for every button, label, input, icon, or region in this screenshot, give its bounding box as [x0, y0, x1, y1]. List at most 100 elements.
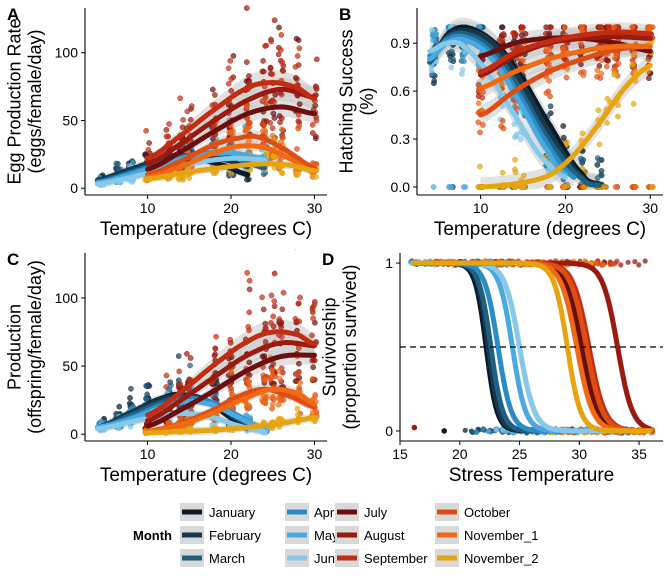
fit-line-june — [95, 411, 267, 434]
data-point — [309, 130, 316, 136]
data-point — [500, 428, 506, 434]
legend-dot — [344, 532, 350, 538]
data-point — [511, 121, 518, 127]
data-point — [611, 55, 618, 62]
legend-item-april: April — [285, 503, 340, 521]
data-point — [175, 353, 182, 359]
data-point — [602, 184, 609, 190]
data-point — [296, 318, 303, 325]
data-point — [188, 103, 195, 109]
legend-dot — [344, 509, 350, 515]
data-point — [546, 24, 553, 31]
data-point — [480, 122, 486, 128]
legend-label: August — [364, 528, 405, 543]
data-point — [276, 316, 283, 322]
data-point — [477, 163, 483, 170]
x-axis-title: Temperature (degrees C) — [100, 219, 312, 240]
data-point — [498, 24, 505, 31]
data-point — [184, 108, 191, 115]
legend-item-may: May — [285, 526, 339, 544]
data-point — [605, 58, 611, 64]
data-point — [278, 115, 285, 122]
data-point — [262, 127, 269, 134]
fit-line-november-2 — [478, 63, 653, 190]
data-point — [295, 37, 302, 43]
data-point — [276, 368, 282, 374]
panel-c: 10 20 30 0 50 100 Temperature (degrees C) Produ… — [4, 249, 327, 486]
data-point — [280, 68, 287, 74]
panel-label: B — [339, 5, 351, 24]
x-tick-label: 30 — [307, 446, 323, 462]
data-point — [517, 136, 524, 143]
y-tick-label: 100 — [55, 45, 79, 61]
data-point — [210, 135, 216, 142]
legend-item-february: February — [180, 526, 262, 544]
data-point — [518, 32, 525, 39]
data-point — [268, 98, 275, 105]
data-point — [578, 41, 584, 47]
data-point — [431, 77, 438, 84]
data-point — [462, 427, 468, 433]
data-point — [601, 262, 607, 268]
legend-dot — [294, 509, 300, 515]
data-point — [280, 289, 287, 296]
data-point — [629, 61, 636, 68]
legend-label: September — [364, 551, 428, 566]
legend-item-march: March — [180, 549, 245, 567]
data-point — [227, 336, 234, 343]
data-point — [441, 428, 448, 434]
panel-a: 10 20 30 0 50 100 Temperature (degrees C) Egg P… — [4, 5, 327, 240]
legend-label: March — [209, 551, 245, 566]
data-point — [629, 24, 635, 31]
data-point — [292, 378, 299, 385]
data-point — [612, 184, 619, 190]
data-point — [512, 156, 518, 163]
legend-dot — [444, 509, 450, 515]
data-point — [230, 128, 237, 135]
data-point — [163, 127, 170, 133]
data-point — [448, 48, 455, 55]
data-point — [610, 261, 617, 267]
data-point — [309, 375, 316, 382]
data-point — [546, 78, 552, 84]
data-point — [296, 360, 302, 367]
data-point — [309, 332, 315, 339]
data-point — [462, 184, 469, 190]
data-point — [143, 127, 149, 134]
data-point — [187, 362, 193, 369]
data-point — [212, 92, 218, 98]
data-point — [625, 259, 631, 265]
data-point — [268, 320, 274, 326]
x-tick-label: 30 — [572, 446, 588, 462]
data-point — [267, 120, 274, 126]
x-tick-label: 20 — [223, 446, 239, 462]
data-point — [448, 184, 455, 190]
data-point — [271, 17, 278, 24]
data-point — [459, 66, 466, 73]
data-point — [271, 303, 278, 310]
panel-label: C — [7, 250, 19, 269]
data-point — [116, 403, 123, 410]
data-point — [499, 81, 505, 88]
data-point — [645, 56, 652, 63]
data-point — [545, 184, 551, 190]
data-point — [262, 338, 269, 345]
data-point — [310, 315, 316, 322]
data-point — [270, 372, 276, 379]
data-point — [276, 24, 282, 31]
data-point — [296, 123, 303, 129]
data-point — [563, 74, 570, 81]
data-point — [448, 64, 455, 71]
data-point — [580, 72, 587, 79]
data-point — [292, 64, 299, 70]
legend-label: May — [314, 528, 339, 543]
data-point — [177, 381, 184, 387]
data-point — [294, 53, 301, 59]
data-point — [230, 53, 237, 59]
fit-line-november-1 — [145, 143, 317, 180]
data-point — [225, 80, 232, 87]
data-point — [594, 73, 600, 80]
data-point — [278, 47, 284, 53]
data-point — [309, 122, 316, 128]
data-point — [411, 424, 418, 431]
